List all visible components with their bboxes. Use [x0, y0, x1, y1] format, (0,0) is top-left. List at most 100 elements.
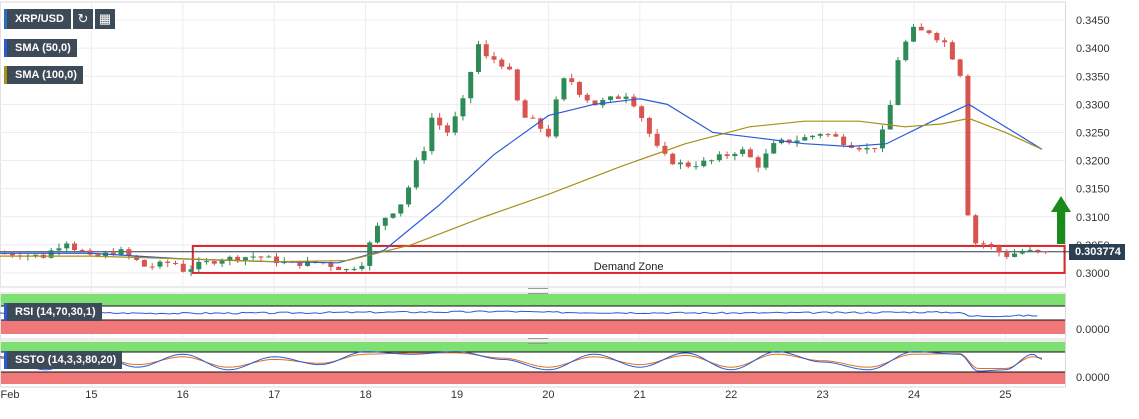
candle-body	[1043, 251, 1049, 253]
x-tick-label: 19	[451, 389, 463, 401]
panel-resize-handle[interactable]	[528, 288, 548, 294]
candle-body	[887, 105, 893, 130]
ssto-overbought-band	[1, 342, 1065, 352]
candle-body	[911, 26, 917, 42]
current-price-tag: 0.303774	[1069, 243, 1125, 260]
candle-body	[654, 133, 660, 146]
candle-body	[126, 249, 132, 256]
refresh-icon[interactable]: ↻	[73, 9, 93, 29]
candle-body	[87, 250, 93, 255]
rsi-line	[0, 310, 1038, 318]
candle-body	[926, 30, 932, 34]
candle-body	[444, 125, 450, 133]
candle-body	[693, 166, 699, 168]
ssto-d-line	[0, 352, 1043, 369]
candle-body	[204, 261, 210, 263]
candle-body	[429, 117, 435, 152]
x-tick-label: 18	[359, 389, 371, 401]
candle-body	[211, 261, 217, 264]
candle-body	[763, 153, 769, 168]
candle-body	[724, 154, 730, 157]
sma100-legend[interactable]: SMA (100,0)	[4, 66, 83, 84]
candle-body	[639, 106, 645, 118]
y-tick-label: 0.3350	[1076, 71, 1110, 83]
candle-body	[48, 250, 54, 258]
rsi-panel	[0, 294, 1065, 334]
sma50-line	[0, 98, 1043, 264]
candle-body	[235, 256, 241, 261]
rsi-overbought-band	[1, 294, 1065, 306]
candle-body	[833, 134, 839, 137]
candle-body	[172, 262, 178, 264]
candle-body	[771, 143, 777, 154]
candle-body	[755, 157, 761, 168]
candle-body	[996, 245, 1002, 253]
panel-resize-handle[interactable]	[528, 338, 548, 344]
candle-body	[810, 135, 816, 138]
candle-body	[584, 94, 590, 101]
candle-body	[452, 116, 458, 133]
ssto-legend[interactable]: SSTO (14,3,3,80,20)	[4, 351, 123, 369]
candle-body	[336, 267, 342, 271]
candle-body	[965, 75, 971, 216]
symbol-label[interactable]: XRP/USD	[4, 9, 71, 29]
candle-body	[297, 262, 303, 266]
x-tick-label: 20	[542, 389, 554, 401]
candle-body	[110, 252, 116, 255]
candle-body	[460, 98, 466, 117]
candle-body	[359, 265, 365, 269]
candle-body	[507, 66, 513, 70]
rsi-mid-band	[1, 306, 1065, 320]
candle-body	[600, 99, 606, 106]
candle-body	[701, 160, 707, 167]
candle-body	[398, 204, 404, 214]
candle-body	[273, 256, 279, 264]
candle-body	[9, 253, 15, 256]
y-tick-label: 0.3000	[1076, 268, 1110, 280]
candle-body	[219, 260, 225, 264]
candle-body	[934, 33, 940, 41]
candle-body	[242, 257, 248, 261]
candle-body	[685, 162, 691, 167]
sma50-legend[interactable]: SMA (50,0)	[4, 39, 77, 57]
candle-body	[631, 96, 637, 107]
rsi-legend[interactable]: RSI (14,70,30,1)	[4, 303, 102, 321]
candle-body	[825, 134, 831, 136]
candle-body	[95, 254, 101, 257]
candle-body	[1019, 250, 1025, 254]
x-tick-label: 16	[177, 389, 189, 401]
candle-body	[522, 100, 528, 118]
candle-body	[709, 160, 715, 162]
x-tick-label: 22	[725, 389, 737, 401]
candle-body	[1012, 253, 1018, 257]
y-tick-label: 0.3250	[1076, 127, 1110, 139]
rsi-oversold-band	[1, 320, 1065, 334]
candle-body	[670, 153, 676, 165]
candle-body	[786, 139, 792, 143]
candle-body	[421, 151, 427, 161]
x-tick-label: 21	[634, 389, 646, 401]
candle-body	[374, 225, 380, 243]
candle-body	[545, 128, 551, 137]
candle-body	[949, 42, 955, 60]
candle-body	[561, 78, 567, 100]
x-tick-label: Feb	[1, 389, 20, 401]
candle-body	[328, 262, 334, 268]
candle-body	[180, 263, 186, 272]
candle-body	[957, 59, 963, 76]
candle-body	[250, 256, 256, 258]
candle-body	[382, 217, 388, 226]
ssto-k-line	[0, 351, 1043, 372]
x-tick-label: 15	[85, 389, 97, 401]
candle-body	[305, 261, 311, 266]
candle-body	[973, 215, 979, 244]
candlestick-icon[interactable]: ▦	[95, 9, 115, 29]
y-tick-label: 0.3300	[1076, 99, 1110, 111]
x-tick-label: 23	[816, 389, 828, 401]
candle-body	[988, 244, 994, 246]
candle-body	[802, 137, 808, 141]
candle-body	[141, 259, 147, 267]
candle-body	[165, 261, 171, 263]
